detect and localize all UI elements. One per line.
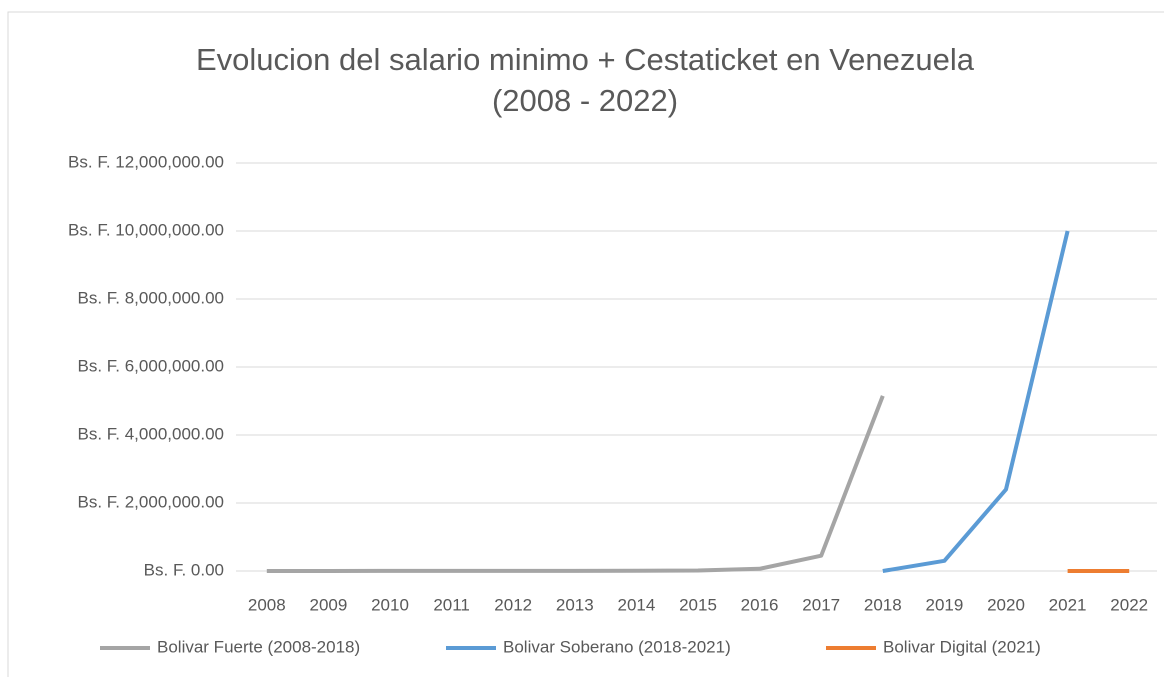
x-tick-label: 2019: [925, 595, 963, 614]
x-tick-label: 2021: [1049, 595, 1087, 614]
x-tick-label: 2016: [741, 595, 779, 614]
x-tick-label: 2018: [864, 595, 902, 614]
legend-label: Bolivar Fuerte (2008-2018): [157, 637, 360, 656]
chart-title: (2008 - 2022): [492, 83, 678, 118]
legend-label: Bolivar Digital (2021): [883, 637, 1041, 656]
y-tick-label: Bs. F. 10,000,000.00: [68, 220, 224, 239]
x-tick-label: 2010: [371, 595, 409, 614]
x-tick-label: 2013: [556, 595, 594, 614]
x-tick-label: 2020: [987, 595, 1025, 614]
chart-title: Evolucion del salario minimo + Cestatick…: [196, 42, 975, 77]
series-line: [882, 230, 1070, 573]
series-line: [266, 395, 885, 573]
chart-frame: [7, 11, 1164, 677]
x-tick-label: 2011: [433, 595, 470, 614]
y-tick-label: Bs. F. 12,000,000.00: [68, 152, 224, 171]
y-tick-label: Bs. F. 0.00: [144, 560, 224, 579]
y-tick-label: Bs. F. 6,000,000.00: [78, 356, 225, 375]
x-tick-label: 2009: [309, 595, 347, 614]
y-tick-label: Bs. F. 2,000,000.00: [78, 492, 225, 511]
x-tick-label: 2012: [494, 595, 532, 614]
x-tick-label: 2017: [802, 595, 840, 614]
x-tick-label: 2008: [248, 595, 286, 614]
y-tick-label: Bs. F. 4,000,000.00: [78, 424, 225, 443]
x-tick-label: 2022: [1110, 595, 1148, 614]
x-tick-label: 2015: [679, 595, 717, 614]
y-tick-label: Bs. F. 8,000,000.00: [78, 288, 225, 307]
x-tick-label: 2014: [617, 595, 655, 614]
legend-label: Bolivar Soberano (2018-2021): [503, 637, 731, 656]
